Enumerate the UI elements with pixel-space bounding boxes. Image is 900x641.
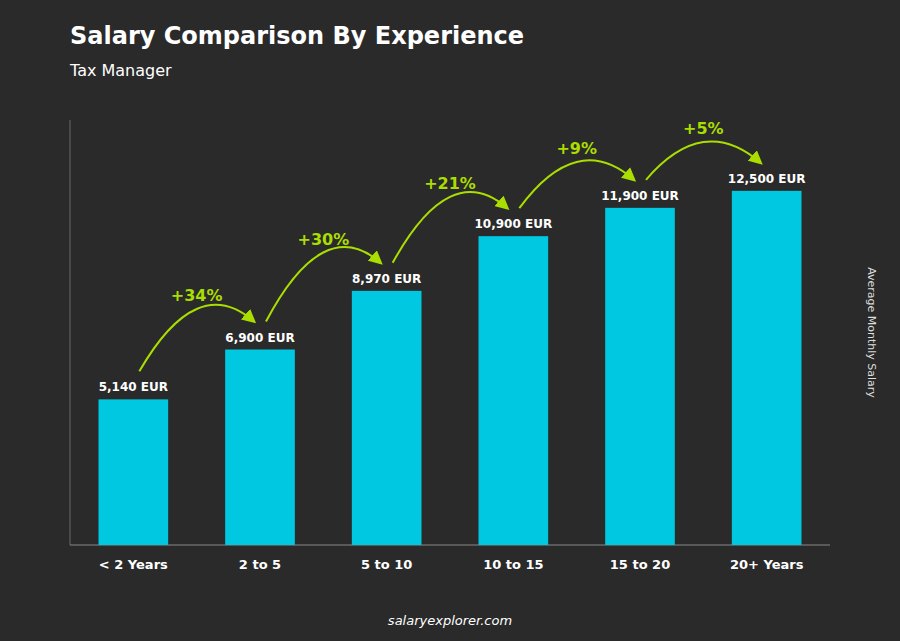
change-arrow bbox=[266, 247, 381, 321]
x-tick-label: 5 to 10 bbox=[361, 557, 412, 572]
data-label: 12,500 EUR bbox=[728, 172, 806, 186]
y-axis-line bbox=[70, 120, 71, 545]
data-label: 6,900 EUR bbox=[225, 331, 294, 345]
x-axis-line bbox=[70, 545, 830, 546]
data-label: 11,900 EUR bbox=[601, 189, 679, 203]
change-arrow bbox=[139, 305, 254, 372]
change-label: +21% bbox=[424, 174, 476, 193]
change-label: +5% bbox=[683, 119, 724, 138]
chart-container: Salary Comparison By Experience Tax Manag… bbox=[0, 0, 900, 641]
chart: Salary Comparison By Experience Tax Manag… bbox=[0, 0, 900, 641]
bar bbox=[605, 208, 675, 545]
change-arrow bbox=[519, 160, 634, 208]
x-tick-label: 20+ Years bbox=[730, 557, 804, 572]
x-tick-label: 2 to 5 bbox=[239, 557, 281, 572]
bar bbox=[352, 291, 422, 545]
background bbox=[0, 0, 900, 641]
bar bbox=[732, 191, 802, 545]
change-label: +34% bbox=[171, 286, 223, 305]
data-label: 5,140 EUR bbox=[99, 380, 168, 394]
data-label: 10,900 EUR bbox=[474, 217, 552, 231]
change-arrow bbox=[646, 141, 761, 179]
annotations: +34% +30% +21% +9% +5% bbox=[139, 119, 760, 371]
bar bbox=[479, 236, 549, 545]
x-tick-label: < 2 Years bbox=[99, 557, 168, 572]
data-label: 8,970 EUR bbox=[352, 272, 421, 286]
change-arrow bbox=[393, 192, 508, 263]
change-label: +9% bbox=[556, 139, 597, 158]
y-axis-label: Average Monthly Salary bbox=[865, 267, 878, 398]
bars bbox=[99, 191, 802, 545]
x-tick-label: 15 to 20 bbox=[610, 557, 670, 572]
x-tick-label: 10 to 15 bbox=[483, 557, 543, 572]
title: Salary Comparison By Experience bbox=[70, 22, 524, 50]
bar bbox=[225, 350, 295, 546]
change-label: +30% bbox=[297, 230, 349, 249]
subtitle: Tax Manager bbox=[69, 61, 172, 80]
bar bbox=[99, 399, 169, 545]
footer: salaryexplorer.com bbox=[388, 613, 512, 628]
